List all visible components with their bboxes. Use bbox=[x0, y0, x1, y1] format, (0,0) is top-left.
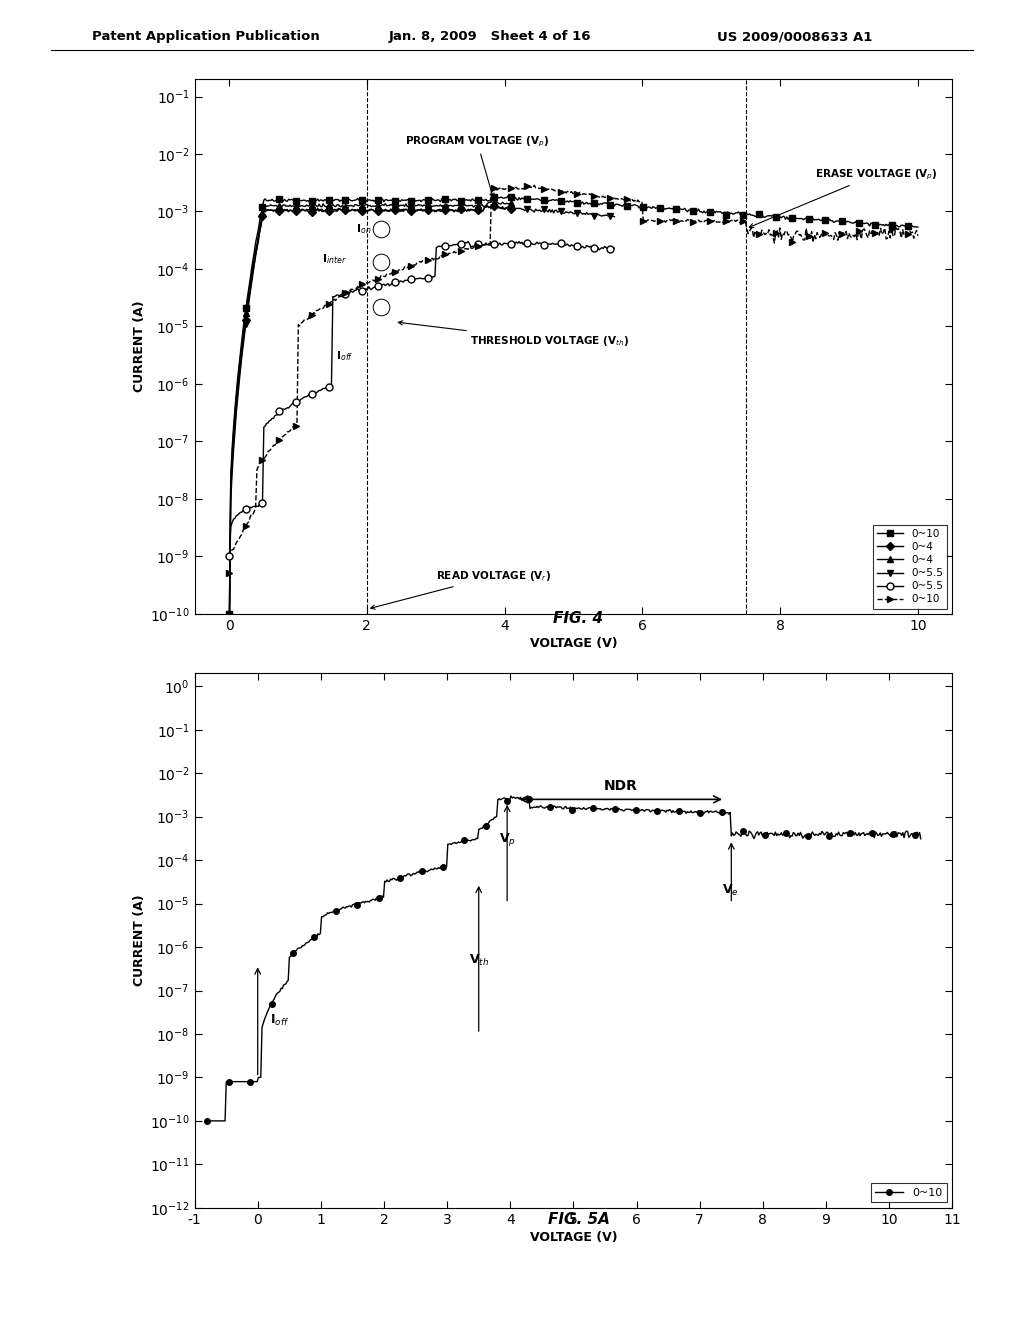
Text: I$_{inter}$: I$_{inter}$ bbox=[322, 252, 347, 265]
0~10 bbox=[201, 1113, 213, 1129]
0~10 bbox=[384, 871, 396, 887]
0~5.5 bbox=[462, 234, 474, 249]
Line: 0~10: 0~10 bbox=[226, 182, 921, 576]
0~4 bbox=[505, 201, 517, 216]
0~5.5 bbox=[223, 548, 236, 564]
0~4 bbox=[490, 194, 503, 210]
0~10 bbox=[223, 565, 236, 581]
0~10 bbox=[556, 193, 568, 209]
0~5.5 bbox=[442, 238, 455, 253]
Legend: 0~10: 0~10 bbox=[871, 1183, 947, 1203]
Text: I$_{off}$: I$_{off}$ bbox=[270, 1014, 290, 1028]
0~10 bbox=[502, 187, 514, 203]
0~10 bbox=[897, 222, 909, 238]
0~5.5 bbox=[608, 240, 621, 256]
Y-axis label: CURRENT (A): CURRENT (A) bbox=[133, 301, 145, 392]
0~5.5 bbox=[283, 203, 295, 219]
0~10 bbox=[739, 826, 752, 842]
Text: V$_{th}$: V$_{th}$ bbox=[469, 953, 489, 968]
0~4 bbox=[378, 198, 390, 214]
0~10 bbox=[623, 801, 635, 817]
0~10 bbox=[679, 804, 691, 820]
Line: 0~5.5: 0~5.5 bbox=[226, 203, 617, 645]
0~10 bbox=[897, 218, 909, 234]
Text: I$_{off}$: I$_{off}$ bbox=[336, 350, 353, 363]
0~4 bbox=[394, 202, 407, 218]
0~10 bbox=[552, 183, 564, 199]
Text: I$_{on}$: I$_{on}$ bbox=[356, 222, 372, 236]
0~10 bbox=[788, 211, 801, 227]
Text: Patent Application Publication: Patent Application Publication bbox=[92, 30, 319, 44]
Text: FIG. 4: FIG. 4 bbox=[554, 611, 603, 626]
Text: US 2009/0008633 A1: US 2009/0008633 A1 bbox=[717, 30, 872, 44]
Text: ERASE VOLTAGE (V$_p$): ERASE VOLTAGE (V$_p$) bbox=[750, 168, 937, 227]
0~5.5 bbox=[545, 236, 557, 252]
Text: V$_p$: V$_p$ bbox=[499, 830, 516, 847]
0~4 bbox=[259, 199, 271, 215]
Y-axis label: CURRENT (A): CURRENT (A) bbox=[133, 895, 145, 986]
0~4 bbox=[480, 198, 493, 214]
Text: V$_e$: V$_e$ bbox=[722, 883, 738, 898]
0~4 bbox=[399, 197, 412, 213]
0~5.5 bbox=[409, 271, 421, 286]
0~4 bbox=[378, 203, 390, 219]
0~10 bbox=[556, 182, 568, 198]
0~10 bbox=[911, 219, 924, 235]
0~4 bbox=[223, 624, 236, 640]
Line: 0~4: 0~4 bbox=[226, 199, 514, 622]
0~10 bbox=[505, 788, 517, 804]
0~10 bbox=[635, 194, 647, 210]
0~5.5 bbox=[481, 198, 494, 214]
Text: PROGRAM VOLTAGE (V$_p$): PROGRAM VOLTAGE (V$_p$) bbox=[404, 135, 549, 198]
Line: 0~10: 0~10 bbox=[226, 193, 921, 616]
0~5.5 bbox=[409, 202, 421, 218]
Text: Jan. 8, 2009   Sheet 4 of 16: Jan. 8, 2009 Sheet 4 of 16 bbox=[389, 30, 592, 44]
0~5.5 bbox=[542, 236, 554, 252]
0~10 bbox=[223, 606, 236, 622]
0~4 bbox=[259, 205, 271, 220]
0~5.5 bbox=[223, 635, 236, 651]
0~10 bbox=[525, 800, 538, 816]
0~10 bbox=[597, 189, 609, 205]
Legend: 0~10, 0~4, 0~4, 0~5.5, 0~5.5, 0~10: 0~10, 0~4, 0~4, 0~5.5, 0~5.5, 0~10 bbox=[872, 524, 947, 609]
Text: READ VOLTAGE (V$_r$): READ VOLTAGE (V$_r$) bbox=[371, 569, 551, 610]
0~10 bbox=[788, 227, 801, 243]
0~10 bbox=[328, 904, 340, 920]
Text: NDR: NDR bbox=[604, 779, 638, 793]
Line: 0~4: 0~4 bbox=[226, 203, 514, 635]
0~5.5 bbox=[461, 235, 473, 251]
0~10 bbox=[911, 228, 924, 244]
0~4 bbox=[505, 195, 517, 211]
0~4 bbox=[394, 198, 407, 214]
0~10 bbox=[597, 195, 609, 211]
0~4 bbox=[485, 198, 498, 214]
Line: 0~10: 0~10 bbox=[205, 793, 924, 1123]
0~5.5 bbox=[608, 209, 621, 224]
Text: FIG. 5A: FIG. 5A bbox=[548, 1212, 609, 1226]
0~5.5 bbox=[461, 203, 473, 219]
0~4 bbox=[399, 201, 412, 216]
0~10 bbox=[914, 830, 927, 846]
0~10 bbox=[552, 193, 564, 209]
0~10 bbox=[635, 198, 647, 214]
0~4 bbox=[414, 202, 426, 218]
0~5.5 bbox=[283, 400, 295, 416]
0~4 bbox=[223, 611, 236, 627]
0~4 bbox=[480, 198, 493, 214]
0~5.5 bbox=[542, 205, 554, 220]
Line: 0~5.5: 0~5.5 bbox=[226, 238, 617, 560]
0~5.5 bbox=[545, 205, 557, 220]
0~5.5 bbox=[442, 201, 455, 216]
Text: THRESHOLD VOLTAGE (V$_{th}$): THRESHOLD VOLTAGE (V$_{th}$) bbox=[398, 321, 629, 347]
X-axis label: VOLTAGE (V): VOLTAGE (V) bbox=[529, 636, 617, 649]
X-axis label: VOLTAGE (V): VOLTAGE (V) bbox=[529, 1230, 617, 1243]
0~10 bbox=[528, 177, 541, 193]
0~4 bbox=[414, 197, 426, 213]
